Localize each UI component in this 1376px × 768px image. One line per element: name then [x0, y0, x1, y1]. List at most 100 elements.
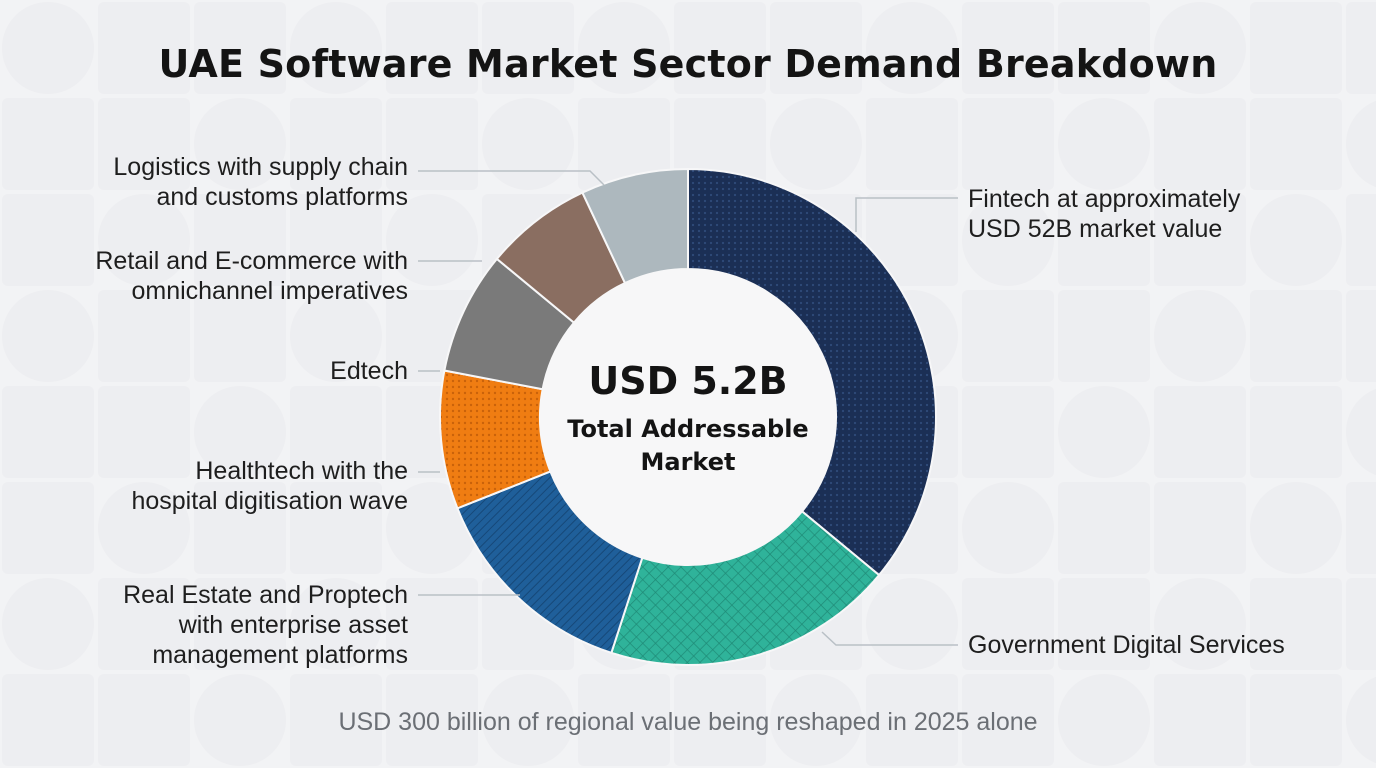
sector-label-line: with enterprise asset: [178, 611, 408, 639]
background-tile: [1154, 98, 1246, 190]
background-tile: [1250, 98, 1342, 190]
background-tile: [962, 482, 1054, 574]
background-tile: [2, 98, 94, 190]
total-caption-line: Market: [640, 448, 736, 476]
background-tile: [98, 194, 190, 286]
leader-line: [855, 197, 958, 232]
background-tile: [386, 578, 478, 670]
donut-hole: [540, 269, 836, 565]
background-tile: [194, 482, 286, 574]
background-tile: [962, 290, 1054, 382]
background-tile: [290, 2, 382, 94]
background-tile: [770, 2, 862, 94]
background-tile: [1154, 2, 1246, 94]
background-tile: [770, 674, 862, 766]
sector-label: Retail and E-commerce with omnichannel im…: [95, 246, 408, 306]
background-tile: [290, 482, 382, 574]
sector-label: Edtech: [330, 356, 408, 386]
leader-lines: [418, 170, 958, 646]
sector-label: Logistics with supply chain and customs p…: [113, 152, 408, 212]
background-tile: [1154, 386, 1246, 478]
sector-label-line: Government Digital Services: [968, 631, 1285, 659]
background-tile: [1250, 2, 1342, 94]
background-tile: [194, 578, 286, 670]
sector-label-line: hospital digitisation wave: [131, 487, 408, 515]
background-tile: [98, 98, 190, 190]
background-tile: [1250, 674, 1342, 766]
sector-label-line: Real Estate and Proptech: [123, 581, 408, 609]
sector-label-line: Fintech at approximately: [968, 185, 1241, 213]
background-tile: [770, 98, 862, 190]
background-tile: [2, 674, 94, 766]
total-caption: Total Addressable Market: [538, 413, 838, 479]
total-caption-line: Total Addressable: [567, 415, 809, 443]
chart-title: UAE Software Market Sector Demand Breakd…: [158, 42, 1218, 86]
background-tile: [386, 674, 478, 766]
background-tile: [962, 194, 1054, 286]
background-tile: [1250, 482, 1342, 574]
background-tile: [1154, 482, 1246, 574]
background-tile: [866, 578, 958, 670]
background-tile: [194, 2, 286, 94]
background-tile: [290, 98, 382, 190]
background-tile: [2, 386, 94, 478]
background-tile: [866, 674, 958, 766]
background-tile: [1346, 388, 1376, 476]
background-tile: [98, 2, 190, 94]
sector-label: Healthtech with the hospital digitisation…: [131, 456, 408, 516]
background-tile: [1154, 674, 1246, 766]
background-tile: [194, 98, 286, 190]
background-tile: [1058, 674, 1150, 766]
background-tile: [2, 290, 94, 382]
sector-label: Real Estate and Proptech with enterprise …: [123, 580, 408, 670]
background-tile: [482, 674, 574, 766]
leader-line: [821, 631, 958, 646]
leader-line: [418, 170, 605, 186]
background-tile: [1346, 482, 1376, 574]
sector-label-line: Healthtech with the: [195, 457, 408, 485]
background-tile: [578, 674, 670, 766]
background-tile: [1250, 578, 1342, 670]
background-tile: [290, 194, 382, 286]
background-tile: [1346, 290, 1376, 382]
background-tile: [290, 674, 382, 766]
background-tile: [962, 578, 1054, 670]
background-tile: [482, 98, 574, 190]
background-tile: [386, 482, 478, 574]
sector-label-line: Edtech: [330, 357, 408, 385]
background-tile: [866, 2, 958, 94]
background-tile: [194, 290, 286, 382]
background-tile: [386, 194, 478, 286]
background-tile: [1250, 386, 1342, 478]
background-tile: [578, 98, 670, 190]
background-tile: [866, 98, 958, 190]
background-tile: [1058, 482, 1150, 574]
background-tile: [98, 290, 190, 382]
background-tile: [290, 386, 382, 478]
background-tile: [2, 482, 94, 574]
background-tile: [98, 386, 190, 478]
background-tile: [1250, 290, 1342, 382]
background-tile: [98, 482, 190, 574]
sector-label-line: Logistics with supply chain: [113, 153, 408, 181]
background-tile: [962, 98, 1054, 190]
background-tile: [1058, 386, 1150, 478]
background-tile: [1058, 98, 1150, 190]
background-tile: [1346, 676, 1376, 764]
background-tile: [194, 386, 286, 478]
background-tile: [1058, 578, 1150, 670]
total-value: USD 5.2B: [588, 359, 788, 403]
background-tile: [1346, 194, 1376, 286]
background-tile: [98, 674, 190, 766]
background-tile: [2, 2, 94, 94]
background-tile: [962, 386, 1054, 478]
sector-label-line: omnichannel imperatives: [131, 277, 408, 305]
background-tile: [194, 194, 286, 286]
background-tile: [386, 98, 478, 190]
background-tile: [1058, 290, 1150, 382]
background-tile: [674, 2, 766, 94]
sector-label: Fintech at approximately USD 52B market v…: [968, 184, 1240, 244]
background-tile: [1058, 2, 1150, 94]
